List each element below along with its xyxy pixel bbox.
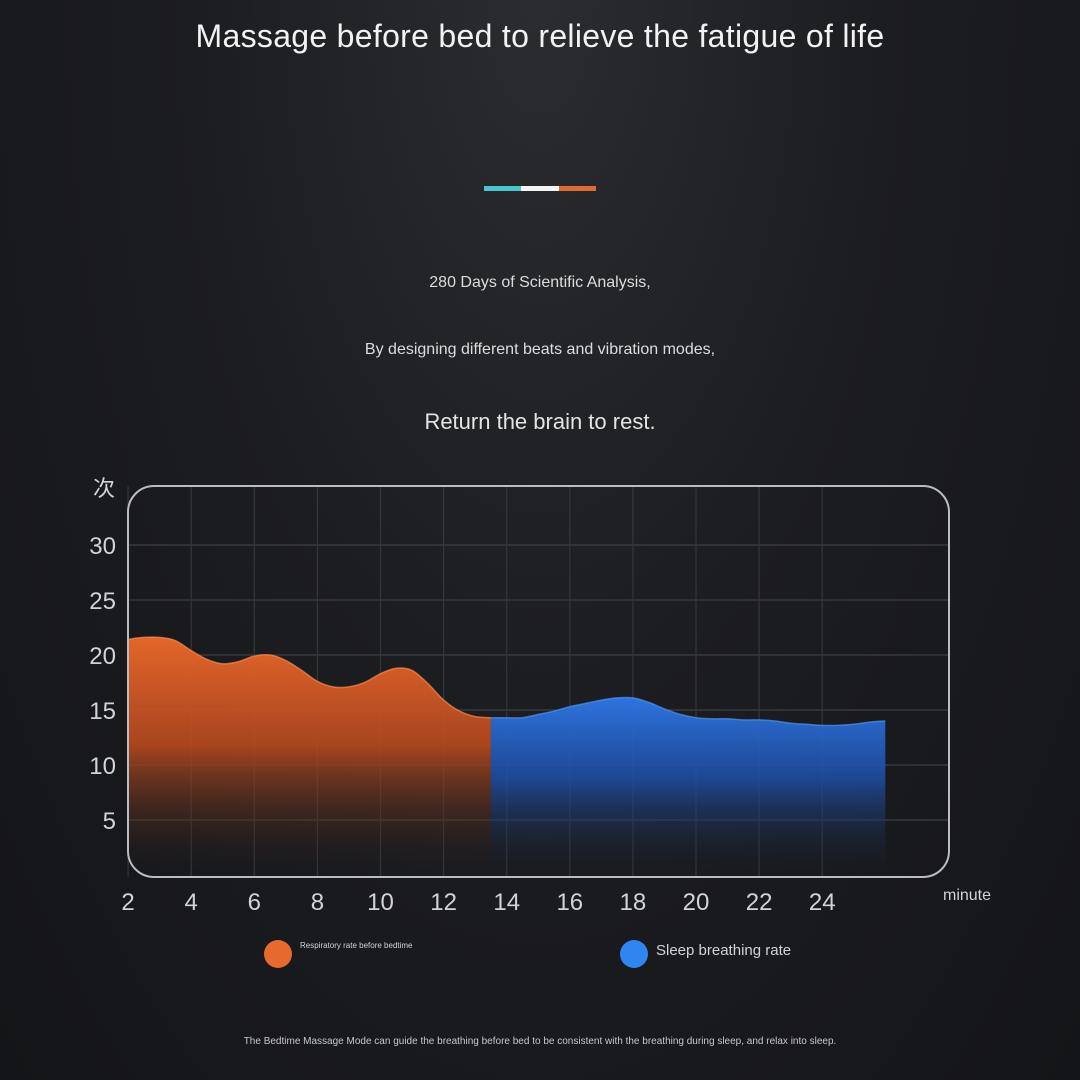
x-tick-label: 14	[493, 889, 520, 916]
x-axis-label: minute	[943, 887, 991, 904]
area-sleep	[490, 697, 886, 877]
y-tick-label: 25	[89, 588, 116, 615]
line-before-bedtime	[128, 636, 491, 719]
x-tick-label: 18	[620, 889, 647, 916]
y-tick-label: 20	[89, 643, 116, 670]
intro-line-2: By designing different beats and vibrati…	[364, 341, 716, 358]
x-tick-label: 8	[311, 889, 324, 916]
y-axis-label: 次	[93, 477, 115, 502]
x-tick-label: 20	[683, 889, 710, 916]
intro-line-1: 280 Days of Scientific Analysis,	[429, 274, 651, 291]
line-sleep	[490, 696, 886, 727]
x-tick-label: 24	[809, 889, 836, 916]
y-tick-label: 15	[89, 698, 116, 725]
x-tick-label: 2	[121, 889, 134, 916]
divider-segment-cyan	[484, 186, 522, 191]
chart-areas	[128, 636, 886, 877]
y-tick-label: 30	[89, 533, 116, 560]
accent-divider	[484, 186, 596, 191]
y-tick-label: 10	[89, 753, 116, 780]
divider-segment-white	[521, 186, 559, 191]
legend-label-sleep: Sleep breathing rate	[656, 941, 792, 959]
x-tick-label: 22	[746, 889, 773, 916]
legend-item-before-bedtime: Respiratory rate before bedtime	[264, 940, 413, 968]
page-title: Massage before bed to relieve the fatigu…	[195, 18, 885, 54]
intro-line-3: Return the brain to rest.	[424, 409, 656, 434]
divider-segment-orange	[558, 186, 596, 191]
x-tick-label: 16	[556, 889, 583, 916]
y-tick-label: 5	[103, 808, 116, 835]
chart-frame	[127, 485, 950, 878]
x-tick-label: 4	[185, 889, 198, 916]
x-tick-label: 6	[248, 889, 261, 916]
legend-swatch-blue	[620, 940, 648, 968]
x-tick-label: 10	[367, 889, 394, 916]
area-before-bedtime	[128, 637, 491, 877]
legend-swatch-orange	[264, 940, 292, 968]
footer-note: The Bedtime Massage Mode can guide the b…	[243, 1036, 837, 1047]
legend-item-sleep: Sleep breathing rate	[620, 940, 791, 968]
x-tick-label: 12	[430, 889, 457, 916]
legend-label-before-bedtime: Respiratory rate before bedtime	[300, 940, 413, 950]
